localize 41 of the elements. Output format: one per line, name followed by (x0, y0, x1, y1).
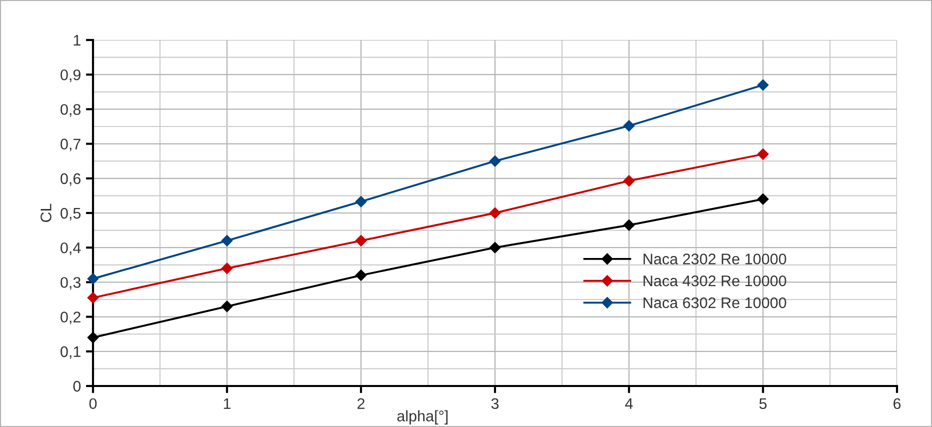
y-tick-label: 0,6 (60, 173, 81, 186)
point (87, 273, 99, 284)
legend-label: Naca 6302 Re 10000 (644, 297, 786, 308)
y-tick-label: 0,9 (60, 69, 80, 82)
x-tick-label: 2 (358, 398, 364, 409)
y-tick-label: 0,4 (60, 242, 81, 256)
y-tick-label: 0,7 (60, 138, 80, 152)
y-tick-label: 0,8 (60, 104, 81, 117)
x-tick-label: 3 (491, 398, 499, 410)
x-tick-label: 6 (894, 398, 901, 410)
y-tick-label: 0,1 (60, 346, 80, 359)
y-tick-label: 1 (74, 35, 80, 46)
point (757, 148, 769, 160)
point (87, 292, 99, 304)
point (489, 242, 501, 254)
point (87, 332, 99, 344)
point (355, 196, 367, 208)
point (355, 235, 367, 246)
y-tick-label: 0,3 (60, 277, 81, 290)
point (757, 194, 769, 205)
x-tick-label: 5 (759, 398, 767, 410)
y-tick-label: 0 (73, 380, 81, 392)
x-axis-title: alpha[°] (397, 410, 448, 424)
point (623, 120, 635, 132)
point (489, 155, 501, 167)
y-tick-label: 0,5 (60, 208, 81, 220)
x-tick-label: 0 (89, 398, 97, 410)
x-tick-label: 4 (625, 398, 633, 409)
point (757, 79, 769, 91)
y-tick-label: 0,2 (60, 312, 80, 324)
point (221, 235, 233, 246)
point (355, 270, 367, 281)
point (623, 220, 635, 231)
point (221, 300, 233, 312)
y-axis-title: CL (40, 204, 52, 222)
point (489, 207, 501, 219)
legend-label: Naca 4302 Re 10000 (644, 275, 786, 286)
x-tick-label: 1 (224, 398, 231, 409)
point (221, 262, 233, 274)
point (623, 175, 635, 186)
legend-label: Naca 2302 Re 10000 (644, 254, 786, 264)
